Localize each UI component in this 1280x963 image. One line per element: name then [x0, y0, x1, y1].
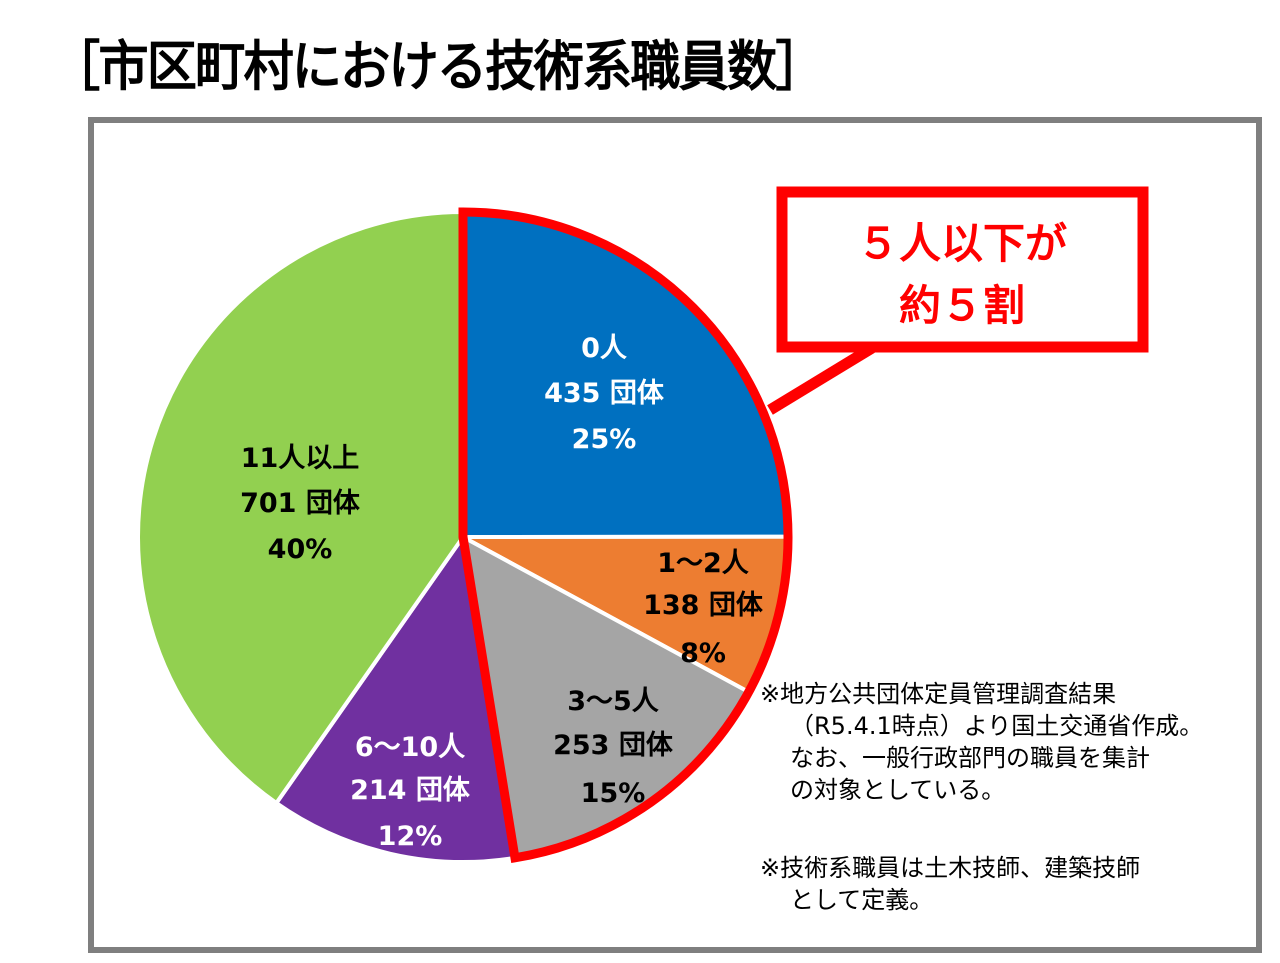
note2-line1: ※技術系職員は土木技師、建築技師	[760, 854, 1141, 882]
pie-slice-3	[273, 531, 518, 864]
slice-label-0: 0人 435 団体 25%	[544, 333, 665, 455]
callout-pointer	[767, 343, 875, 415]
svg-text:40%: 40%	[268, 534, 333, 565]
svg-text:15%: 15%	[581, 778, 646, 809]
svg-text:25%: 25%	[572, 424, 637, 455]
svg-text:6～10人: 6～10人	[355, 732, 465, 763]
callout-box: ５人以下が 約５割	[767, 186, 1149, 415]
callout-line1: ５人以下が	[857, 219, 1067, 268]
slice-label-2: 3～5人 253 団体 15%	[553, 686, 674, 809]
pie-slice-0	[461, 209, 791, 540]
svg-text:435 団体: 435 団体	[544, 378, 665, 409]
note1-line4: の対象としている。	[790, 776, 1006, 804]
callout-rect	[776, 186, 1149, 353]
page-title: ［市区町村における技術系職員数］	[50, 35, 826, 98]
source-note: ※地方公共団体定員管理調査結果 （R5.4.1時点）より国土交通省作成。 なお、…	[760, 678, 1203, 806]
highlight-path	[458, 207, 793, 863]
callout-line2: 約５割	[899, 281, 1025, 330]
note1-line3: なお、一般行政部門の職員を集計	[790, 744, 1150, 772]
svg-text:11人以上: 11人以上	[241, 443, 360, 474]
pie-slice-4	[136, 209, 465, 806]
svg-text:214 団体: 214 団体	[350, 775, 471, 806]
slice-label-3: 6～10人 214 団体 12%	[350, 732, 471, 852]
svg-text:138 団体: 138 団体	[643, 590, 764, 621]
svg-text:253 団体: 253 団体	[553, 730, 674, 761]
svg-text:8%: 8%	[680, 638, 726, 669]
svg-text:3～5人: 3～5人	[567, 686, 659, 717]
slice-labels: 0人 435 団体 25% 1～2人 138 団体 8% 3～5人 253 団体…	[240, 333, 764, 852]
definition-note: ※技術系職員は土木技師、建築技師 として定義。	[760, 852, 1140, 916]
slice-label-1: 1～2人 138 団体 8%	[643, 548, 764, 669]
svg-text:1～2人: 1～2人	[657, 548, 749, 579]
svg-text:0人: 0人	[581, 333, 627, 364]
note2-line2: として定義。	[790, 886, 934, 914]
slice-label-4: 11人以上 701 団体 40%	[240, 443, 361, 565]
highlight-outline	[458, 207, 793, 863]
svg-text:701 団体: 701 団体	[240, 488, 361, 519]
svg-text:12%: 12%	[378, 821, 443, 852]
note1-line2: （R5.4.1時点）より国土交通省作成。	[790, 712, 1204, 740]
note1-line1: ※地方公共団体定員管理調査結果	[760, 680, 1117, 708]
